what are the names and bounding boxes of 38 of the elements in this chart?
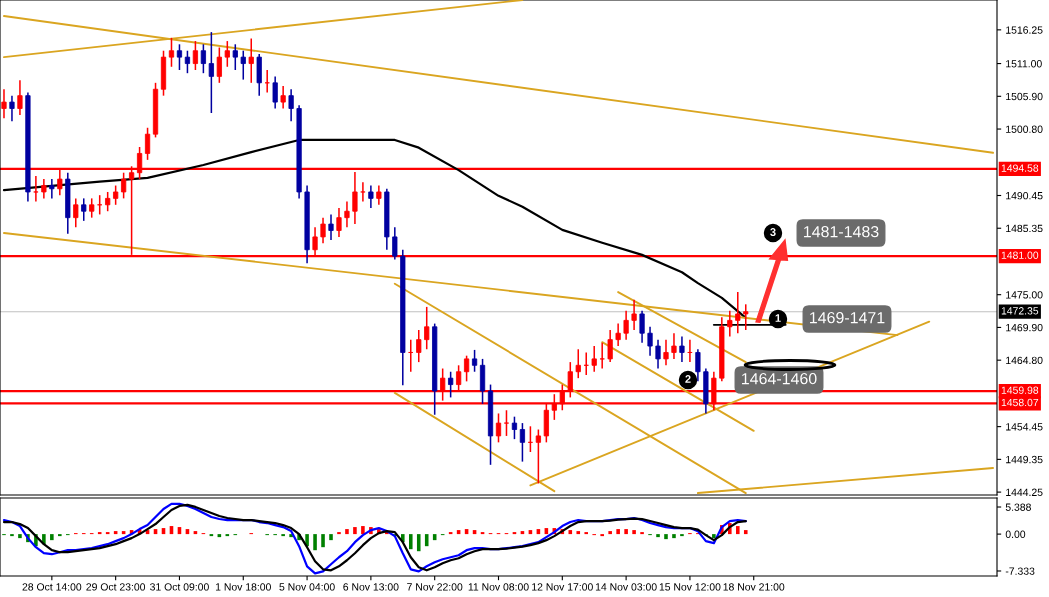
y-tick-label: 1464.80 [1006,356,1043,365]
annotation: 1469-1471 [810,311,885,324]
ref-line-label: 1481.00 [1001,251,1039,259]
y-tick-label: 1500.80 [1006,125,1043,133]
annotation: 1464-1460 [742,372,817,385]
y-tick-label: 1511.00 [1006,60,1042,68]
y-tick-label: 1444.25 [1006,488,1043,496]
y-tick-label: 1485.35 [1006,224,1043,233]
x-tick-label: 7 Nov 22:00 [407,583,463,591]
ref-line-label: 1459.98 [1001,386,1039,394]
x-tick-label: 18 Nov 21:00 [723,583,785,591]
x-tick-label: 14 Nov 03:00 [595,583,657,591]
annotation: 3 [770,228,776,236]
annotation: 1481-1483 [804,225,879,238]
y-tick-label: 1475.00 [1006,291,1043,299]
x-tick-label: 31 Oct 09:00 [150,583,209,591]
ref-line-label: 1458.07 [1001,398,1039,407]
y-tick-label: 0.00 [1005,530,1026,538]
annotation: 2 [685,375,691,383]
x-tick-label: 15 Nov 12:00 [659,583,721,591]
y-tick-label: 1454.45 [1006,423,1043,431]
y-tick-label: 1505.90 [1006,92,1043,101]
x-tick-label: 28 Oct 14:00 [22,583,82,591]
x-tick-label: 29 Oct 23:00 [86,583,146,591]
x-tick-label: 1 Nov 18:00 [215,583,271,591]
ref-line-label: 1472.35 [1001,307,1039,315]
y-tick-label: -7.333 [1005,567,1035,575]
annotation: 1 [775,314,781,322]
ref-line-label: 1494.58 [1001,164,1039,172]
y-tick-label: 1516.25 [1006,26,1043,34]
y-tick-label: 1449.35 [1006,455,1043,464]
x-tick-label: 12 Nov 17:00 [532,583,593,591]
x-tick-label: 6 Nov 13:00 [343,583,399,591]
y-tick-label: 1469.90 [1006,323,1043,332]
x-tick-label: 5 Nov 04:00 [279,583,335,591]
y-tick-label: 1490.45 [1006,192,1043,200]
x-tick-label: 11 Nov 08:00 [468,583,529,591]
y-tick-label: 5.388 [1005,503,1031,511]
